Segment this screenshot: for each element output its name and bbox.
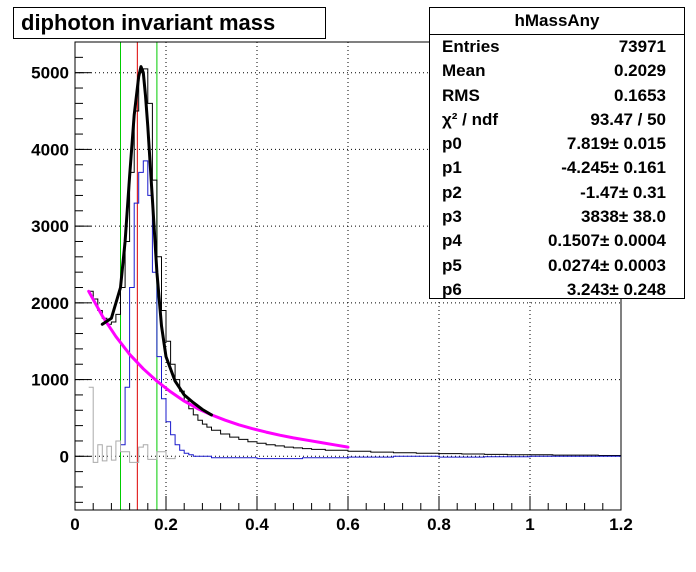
stats-row: p1 -4.245± 0.161 — [430, 156, 684, 180]
y-tick-label: 1000 — [31, 371, 69, 390]
stats-key: χ² / ndf — [442, 109, 499, 129]
stats-value: 3.243± 0.248 — [566, 279, 666, 299]
stats-rows: Entries 73971 Mean 0.2029 RMS 0.1653 χ² / ndf 9… — [430, 35, 684, 302]
series-histogram — [88, 386, 176, 463]
series-fit-curve — [87, 289, 350, 449]
stats-row: Mean 0.2029 — [430, 59, 684, 83]
stats-key: p0 — [442, 134, 462, 154]
stats-key: Mean — [442, 61, 486, 81]
y-tick-label: 2000 — [31, 294, 69, 313]
stats-row: χ² / ndf 93.47 / 50 — [430, 108, 684, 132]
stats-key: p1 — [442, 158, 462, 178]
stats-row: Entries 73971 — [430, 35, 684, 59]
stats-value: 7.819± 0.015 — [566, 134, 666, 154]
series-histogram — [88, 68, 621, 456]
stats-row: p3 3838± 38.0 — [430, 205, 684, 229]
marker-lines — [120, 42, 158, 510]
stats-key: RMS — [442, 85, 480, 105]
stats-value: 0.2029 — [614, 61, 666, 81]
stats-value: 0.1653 — [614, 85, 666, 105]
stats-row: RMS 0.1653 — [430, 84, 684, 108]
stats-key: p4 — [442, 231, 462, 251]
x-tick-label: 0.8 — [427, 515, 451, 534]
stats-row: p5 0.0274± 0.0003 — [430, 254, 684, 278]
y-tick-label: 0 — [60, 447, 69, 466]
series-fit-curve — [100, 65, 213, 417]
stats-value: -1.47± 0.31 — [580, 182, 666, 202]
x-tick-label: 0.2 — [154, 515, 178, 534]
y-tick-label: 3000 — [31, 217, 69, 236]
x-tick-label: 0.4 — [245, 515, 269, 534]
stats-name: hMassAny — [430, 8, 684, 35]
stats-box: hMassAny Entries 73971 Mean 0.2029 RMS 0.1653… — [429, 7, 685, 299]
y-tick-label: 5000 — [31, 64, 69, 83]
grid-lines — [75, 42, 621, 510]
stats-value: 93.47 / 50 — [590, 109, 666, 129]
x-tick-label: 0.6 — [336, 515, 360, 534]
plot-series — [87, 65, 621, 463]
stats-key: Entries — [442, 37, 500, 56]
stats-value: -4.245± 0.161 — [561, 158, 666, 178]
stats-row: p2 -1.47± 0.31 — [430, 181, 684, 205]
stats-value: 3838± 38.0 — [581, 207, 666, 227]
x-tick-label: 1.2 — [609, 515, 633, 534]
axes: 0 0.2 0.4 0.6 0.8 1 1.2 0 1000 2000 3000 4000 5000 — [31, 41, 633, 534]
stats-value: 73971 — [618, 37, 666, 56]
stats-row: p4 0.1507± 0.0004 — [430, 229, 684, 253]
series-histogram — [120, 160, 621, 460]
stats-value: 0.1507± 0.0004 — [547, 231, 666, 251]
x-tick-label: 1 — [525, 515, 534, 534]
chart-title: diphoton invariant mass — [13, 7, 326, 39]
stats-key: p2 — [442, 182, 462, 202]
stats-key: p3 — [442, 207, 462, 227]
stats-row: p0 7.819± 0.015 — [430, 132, 684, 156]
y-tick-label: 4000 — [31, 140, 69, 159]
stats-key: p5 — [442, 255, 462, 275]
stats-key: p6 — [442, 279, 462, 299]
stats-row: p6 3.243± 0.248 — [430, 278, 684, 302]
x-tick-label: 0 — [70, 515, 79, 534]
stats-value: 0.0274± 0.0003 — [547, 255, 666, 275]
